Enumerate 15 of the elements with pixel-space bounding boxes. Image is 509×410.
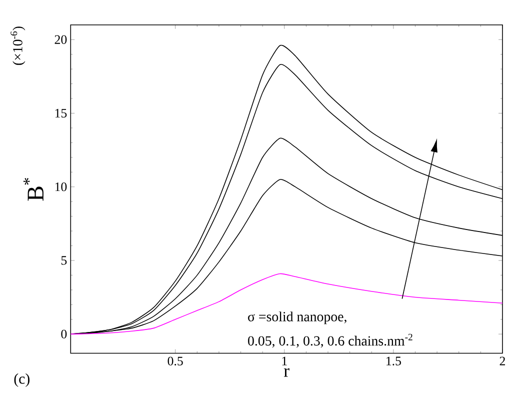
y-tick-label: 0 [61,330,67,338]
y-tick-label: 15 [55,108,67,118]
y-tick-label: 5 [61,256,67,265]
text: (c) [14,373,30,387]
annotation: 0.05, 0.1, 0.3, 0.6 chains.nm$^{-2}$ [248,334,412,348]
y-axis-title: B$^{*}$ [24,178,44,201]
annotation: σ =solid nanopoe, [248,312,346,324]
x-tick-label: 0.5 [168,356,183,366]
y-tick-label: 20 [54,35,67,44]
y-tick-label: 10 [55,182,67,192]
x-tick-label: 2 [500,356,505,366]
x-axis-title: r [284,368,290,377]
text: (×10$^{-6}$) [10,26,26,65]
x-tick-label: 1 [282,356,287,366]
x-tick-label: 1.5 [386,356,401,366]
